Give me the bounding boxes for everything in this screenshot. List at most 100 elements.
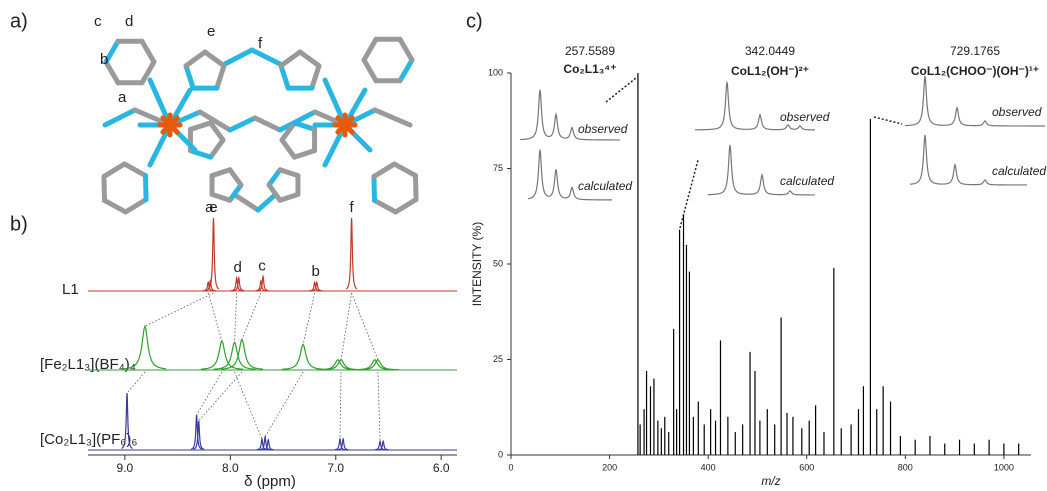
correlation-line bbox=[340, 372, 341, 439]
nmr-peak bbox=[346, 218, 357, 289]
bond bbox=[142, 41, 154, 62]
x-axis-label: δ (ppm) bbox=[244, 473, 296, 490]
y-tick-label: 0 bbox=[498, 449, 503, 459]
x-tick-label: 9.0 bbox=[117, 461, 134, 475]
nmr-peak bbox=[282, 344, 324, 369]
inset-formula: CoL1₂(CHOO⁻)(OH⁻)¹⁺ bbox=[911, 64, 1039, 78]
bond bbox=[400, 39, 412, 60]
bond bbox=[294, 151, 314, 158]
correlation-line bbox=[341, 293, 352, 360]
correlation-line bbox=[352, 293, 378, 360]
x-tick-label: 800 bbox=[898, 462, 913, 472]
figure: a) b) c) a b c d e f δ (ppm) L1 [Fe₂L1₃]… bbox=[0, 0, 1047, 491]
correlation-line bbox=[235, 372, 262, 439]
bond bbox=[124, 164, 145, 176]
bond bbox=[217, 66, 224, 88]
inset-label: calculated bbox=[780, 174, 834, 188]
x-tick-label: 200 bbox=[602, 462, 617, 472]
structure-label: b bbox=[100, 51, 108, 68]
bond bbox=[205, 52, 224, 66]
x-tick-label: 8.0 bbox=[222, 461, 239, 475]
leader-lines bbox=[606, 78, 902, 228]
panel-label: b) bbox=[10, 213, 28, 235]
x-tick-label: 400 bbox=[701, 462, 716, 472]
leader-line bbox=[606, 78, 636, 102]
x-tick-label: 7.0 bbox=[327, 461, 344, 475]
x-tick-label: 1000 bbox=[994, 462, 1014, 472]
y-tick-label: 100 bbox=[488, 67, 503, 77]
bond bbox=[396, 200, 416, 212]
bond bbox=[186, 52, 205, 66]
bond bbox=[104, 176, 105, 200]
bond bbox=[105, 110, 135, 125]
peak-label: f bbox=[349, 199, 354, 216]
bond bbox=[294, 123, 314, 130]
bond bbox=[255, 118, 280, 130]
structure-label: f bbox=[258, 35, 263, 52]
correlation-line bbox=[242, 293, 261, 339]
y-tick-label: 25 bbox=[493, 354, 503, 364]
peak-label: d bbox=[234, 259, 242, 276]
correlation-line bbox=[145, 293, 214, 326]
bond bbox=[126, 200, 146, 212]
inset-mz: 257.5589 bbox=[565, 44, 615, 58]
correlation-line bbox=[378, 372, 380, 441]
bond bbox=[105, 200, 126, 212]
x-tick-label: 600 bbox=[799, 462, 814, 472]
inset-label: observed bbox=[992, 105, 1042, 119]
bond bbox=[415, 176, 416, 200]
bond bbox=[212, 170, 230, 176]
y-tick-label: 50 bbox=[493, 258, 503, 268]
bond bbox=[364, 60, 376, 81]
nmr-peak bbox=[208, 218, 219, 289]
panel-label: c) bbox=[466, 10, 483, 32]
bond bbox=[186, 66, 193, 88]
structure-label: c bbox=[94, 13, 102, 30]
bond bbox=[211, 140, 223, 157]
nmr-peak bbox=[201, 341, 243, 369]
series-label: L1 bbox=[62, 281, 79, 298]
bond bbox=[104, 164, 124, 176]
inset-formula: CoL1₂(OH⁻)²⁺ bbox=[731, 64, 809, 78]
x-tick-label: 6.0 bbox=[433, 461, 450, 475]
bond bbox=[280, 194, 298, 200]
bond bbox=[364, 39, 376, 60]
structure-label: d bbox=[125, 13, 133, 30]
peak-label: b bbox=[312, 263, 320, 280]
bond bbox=[281, 66, 288, 88]
bond bbox=[394, 164, 415, 176]
bond bbox=[258, 195, 275, 210]
molecule-structure bbox=[104, 39, 416, 212]
bond bbox=[230, 170, 241, 185]
inset-label: calculated bbox=[992, 164, 1046, 178]
bond bbox=[374, 164, 394, 176]
correlation-line bbox=[235, 293, 237, 342]
peak-label: e bbox=[209, 199, 217, 216]
inset-formula: Co₂L1₃⁴⁺ bbox=[563, 62, 616, 76]
bond bbox=[225, 50, 252, 64]
bond bbox=[281, 52, 300, 66]
bond bbox=[269, 170, 280, 185]
correlation-line bbox=[208, 293, 222, 341]
x-tick-label: 0 bbox=[508, 462, 513, 472]
leader-line bbox=[874, 117, 902, 124]
bond bbox=[300, 52, 319, 66]
inset-label: calculated bbox=[578, 179, 632, 193]
inset-label: observed bbox=[578, 122, 628, 136]
bond bbox=[312, 66, 319, 88]
y-axis-label: INTENSITY (%) bbox=[470, 222, 484, 306]
peak-label: c bbox=[258, 257, 266, 274]
bond bbox=[190, 123, 210, 130]
correlation-line bbox=[303, 293, 315, 344]
bond bbox=[400, 60, 412, 81]
correlation-line bbox=[265, 372, 303, 437]
structure-label: e bbox=[207, 23, 215, 40]
bond bbox=[145, 176, 146, 200]
bond bbox=[374, 176, 375, 200]
leader-line bbox=[680, 160, 698, 228]
inset-mz: 729.1765 bbox=[950, 44, 1000, 58]
correlation-line bbox=[199, 372, 242, 421]
bond bbox=[282, 140, 294, 157]
bond bbox=[375, 200, 396, 212]
correlation-line bbox=[127, 372, 145, 393]
